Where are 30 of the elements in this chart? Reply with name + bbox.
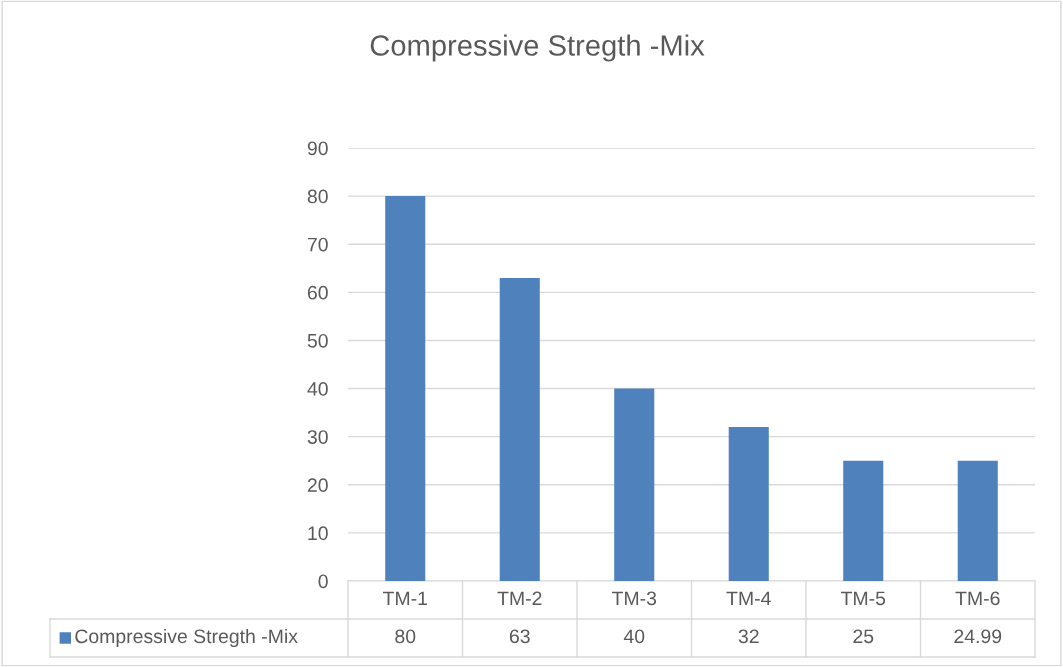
data-label: 63 xyxy=(509,629,530,644)
y-tick-label: 40 xyxy=(307,382,328,396)
x-tick-label: TM-3 xyxy=(612,591,657,606)
y-tick-label: 0 xyxy=(318,574,328,589)
y-tick-label: 10 xyxy=(308,526,328,541)
x-tick-label: TM-5 xyxy=(841,591,886,606)
data-label: 24.99 xyxy=(954,629,1002,644)
y-tick-label: 50 xyxy=(307,333,328,348)
y-tick-label: 80 xyxy=(307,189,328,204)
bar xyxy=(499,277,540,581)
chart-title: Compressive Stregth -Mix xyxy=(370,34,705,62)
bar xyxy=(614,388,655,581)
y-tick-label: 90 xyxy=(307,141,328,156)
legend-label: Compressive Stregth -Mix xyxy=(75,628,298,648)
y-tick-label: 70 xyxy=(307,237,328,252)
data-label: 32 xyxy=(738,629,759,644)
x-tick-label: TM-6 xyxy=(955,591,1000,606)
x-tick-label: TM-4 xyxy=(726,591,771,606)
bar xyxy=(957,460,998,581)
data-label: 25 xyxy=(853,629,874,644)
data-label: 80 xyxy=(395,629,416,644)
bar xyxy=(728,427,769,581)
data-label: 40 xyxy=(623,629,645,644)
y-tick-label: 60 xyxy=(307,285,328,300)
x-tick-label: TM-2 xyxy=(497,591,542,606)
y-tick-label: 30 xyxy=(307,430,328,444)
bar xyxy=(843,460,884,581)
bar xyxy=(385,196,426,581)
y-tick-label: 20 xyxy=(307,478,328,493)
x-tick-label: TM-1 xyxy=(383,591,427,606)
